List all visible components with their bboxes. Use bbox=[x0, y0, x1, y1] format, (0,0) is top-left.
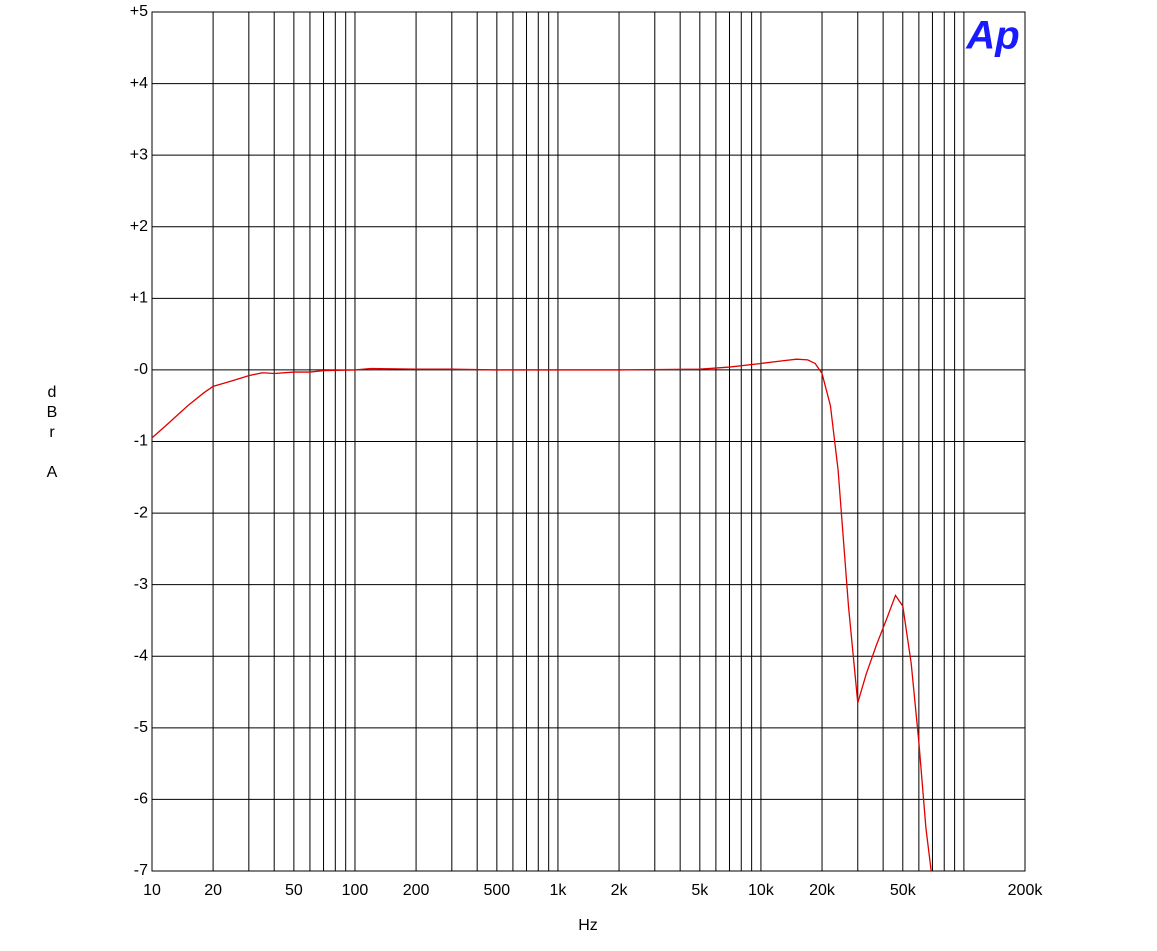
y-tick-label: -7 bbox=[134, 862, 148, 879]
y-tick-label: +5 bbox=[130, 3, 148, 20]
logo: Ap bbox=[965, 14, 1019, 58]
x-tick-label: 20 bbox=[204, 882, 222, 899]
x-tick-label: 5k bbox=[691, 882, 709, 899]
y-tick-label: -0 bbox=[134, 361, 148, 378]
y-tick-label: +2 bbox=[130, 218, 148, 235]
y-label-char: r bbox=[49, 424, 55, 441]
y-axis-label: dBr A bbox=[47, 384, 58, 481]
x-axis-label: Hz bbox=[578, 917, 598, 934]
x-tick-label: 2k bbox=[611, 882, 629, 899]
x-tick-label: 10 bbox=[143, 882, 161, 899]
y-tick-label: -2 bbox=[134, 504, 148, 521]
y-label-char: d bbox=[48, 384, 57, 401]
x-tick-label: 20k bbox=[809, 882, 836, 899]
y-tick-label: -6 bbox=[134, 791, 148, 808]
y-tick-label: +1 bbox=[130, 290, 148, 307]
x-tick-label: 1k bbox=[549, 882, 567, 899]
x-tick-label: 10k bbox=[748, 882, 775, 899]
y-label-char: A bbox=[47, 464, 58, 481]
y-tick-label: -4 bbox=[134, 647, 148, 664]
y-label-char: B bbox=[47, 404, 58, 421]
x-tick-label: 50k bbox=[890, 882, 917, 899]
x-tick-label: 50 bbox=[285, 882, 303, 899]
y-tick-label: +4 bbox=[130, 75, 148, 92]
x-tick-label: 500 bbox=[483, 882, 510, 899]
y-tick-label: -1 bbox=[134, 433, 148, 450]
y-tick-label: +3 bbox=[130, 146, 148, 163]
data-line bbox=[152, 358, 932, 871]
y-tick-label: -5 bbox=[134, 719, 148, 736]
x-tick-label: 100 bbox=[342, 882, 369, 899]
x-tick-label: 200k bbox=[1008, 882, 1044, 899]
x-tick-label: 200 bbox=[403, 882, 430, 899]
y-tick-label: -3 bbox=[134, 576, 148, 593]
